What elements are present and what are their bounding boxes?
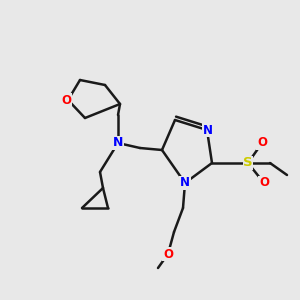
- Text: N: N: [203, 124, 213, 136]
- Text: O: O: [259, 176, 269, 190]
- Text: O: O: [61, 94, 71, 106]
- Text: S: S: [243, 157, 253, 169]
- Text: O: O: [163, 248, 173, 260]
- Text: N: N: [113, 136, 123, 149]
- Text: O: O: [257, 136, 267, 149]
- Text: N: N: [180, 176, 190, 190]
